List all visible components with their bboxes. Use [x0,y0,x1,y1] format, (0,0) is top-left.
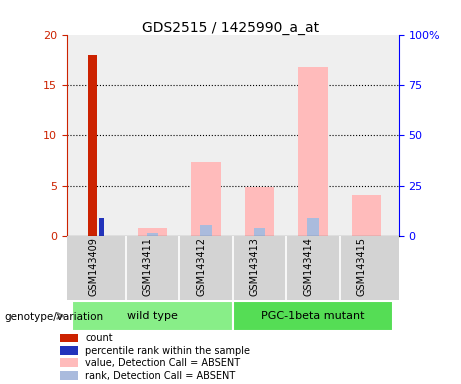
Text: GSM143414: GSM143414 [303,237,313,296]
Text: PGC-1beta mutant: PGC-1beta mutant [261,311,365,321]
Text: count: count [85,333,113,343]
Bar [200,225,212,236]
Bar [298,67,328,236]
Bar [307,218,319,236]
Bar [60,346,77,354]
Text: GDS2515 / 1425990_a_at: GDS2515 / 1425990_a_at [142,21,319,35]
Bar [191,162,221,236]
FancyBboxPatch shape [72,301,233,331]
Text: percentile rank within the sample: percentile rank within the sample [85,346,250,356]
Text: value, Detection Call = ABSENT: value, Detection Call = ABSENT [85,358,241,368]
Text: GSM143413: GSM143413 [249,237,260,296]
Bar [99,218,104,236]
Text: GSM143411: GSM143411 [142,237,153,296]
Text: rank, Detection Call = ABSENT: rank, Detection Call = ABSENT [85,371,236,381]
Bar [138,228,167,236]
Bar [245,187,274,236]
Bar [147,233,159,236]
FancyBboxPatch shape [233,301,393,331]
Bar [60,358,77,367]
Bar [352,195,381,236]
Text: GSM143412: GSM143412 [196,237,206,296]
Text: GSM143409: GSM143409 [89,237,99,296]
Text: GSM143415: GSM143415 [357,237,366,296]
Text: genotype/variation: genotype/variation [5,312,104,322]
Bar [60,371,77,379]
Bar [88,55,97,236]
Bar [60,333,77,342]
Text: wild type: wild type [127,311,178,321]
Bar [254,228,266,236]
